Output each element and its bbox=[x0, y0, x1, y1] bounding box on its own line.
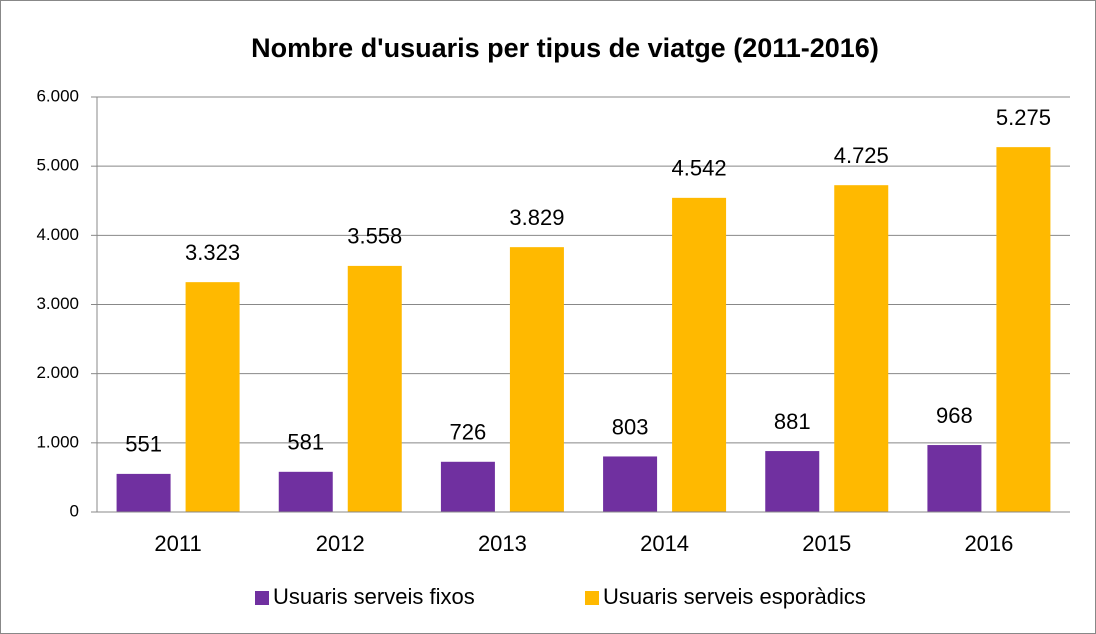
legend-swatch bbox=[585, 591, 599, 605]
bar bbox=[440, 461, 495, 512]
legend-label: Usuaris serveis esporàdics bbox=[603, 584, 866, 609]
value-label: 4.542 bbox=[672, 156, 727, 181]
y-tick-label: 5.000 bbox=[36, 156, 79, 175]
bar bbox=[996, 147, 1051, 513]
y-tick-label: 1.000 bbox=[36, 432, 79, 451]
bar bbox=[672, 197, 727, 512]
value-label: 881 bbox=[774, 409, 811, 434]
value-label: 3.558 bbox=[347, 224, 402, 249]
legend-swatch bbox=[255, 591, 269, 605]
bar bbox=[185, 282, 240, 512]
y-tick-label: 6.000 bbox=[36, 86, 79, 105]
bar bbox=[765, 451, 820, 512]
legend-label: Usuaris serveis fixos bbox=[273, 584, 475, 609]
bar bbox=[347, 265, 402, 512]
y-tick-label: 0 bbox=[70, 501, 79, 520]
x-tick-label: 2013 bbox=[478, 531, 527, 556]
x-tick-label: 2014 bbox=[640, 531, 689, 556]
value-label: 803 bbox=[612, 414, 649, 439]
x-tick-label: 2011 bbox=[154, 531, 201, 556]
value-label: 3.829 bbox=[509, 205, 564, 230]
value-label: 968 bbox=[936, 403, 973, 428]
y-tick-label: 2.000 bbox=[36, 363, 79, 382]
x-tick-label: 2016 bbox=[964, 531, 1013, 556]
value-label: 551 bbox=[125, 432, 162, 457]
bar bbox=[927, 445, 982, 512]
value-label: 726 bbox=[450, 420, 487, 445]
bar bbox=[834, 185, 889, 512]
value-label: 5.275 bbox=[996, 105, 1051, 130]
chart-title: Nombre d'usuaris per tipus de viatge (20… bbox=[251, 33, 879, 63]
value-label: 4.725 bbox=[834, 143, 889, 168]
value-label: 581 bbox=[287, 430, 324, 455]
bar bbox=[603, 456, 658, 512]
y-tick-label: 4.000 bbox=[36, 225, 79, 244]
x-tick-label: 2012 bbox=[316, 531, 365, 556]
bar bbox=[116, 473, 171, 512]
x-tick-label: 2015 bbox=[802, 531, 851, 556]
y-tick-label: 3.000 bbox=[36, 294, 79, 313]
bar bbox=[278, 471, 333, 512]
bar bbox=[509, 247, 564, 512]
value-label: 3.323 bbox=[185, 240, 240, 265]
